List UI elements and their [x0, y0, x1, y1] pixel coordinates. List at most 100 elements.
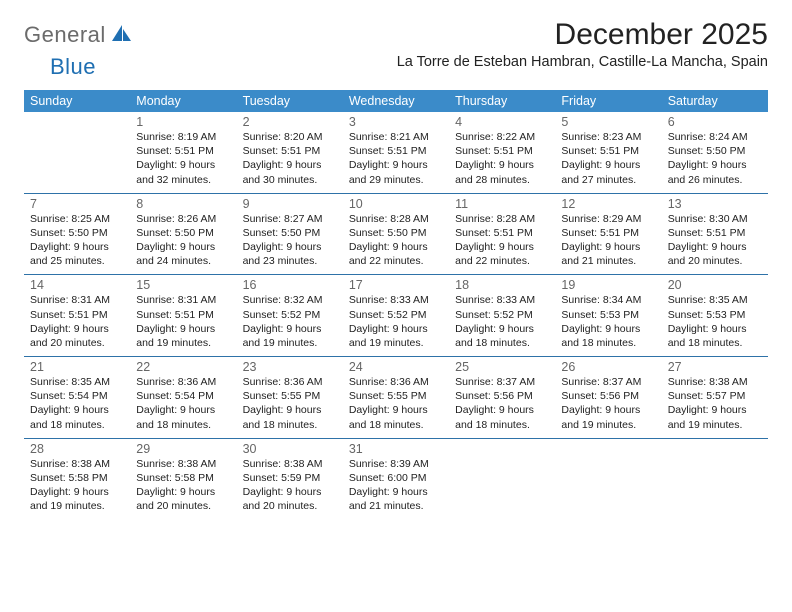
calendar-cell: 7Sunrise: 8:25 AMSunset: 5:50 PMDaylight… — [24, 194, 130, 275]
cell-info: Sunrise: 8:33 AMSunset: 5:52 PMDaylight:… — [349, 293, 443, 350]
date-number: 8 — [136, 197, 230, 211]
logo: General — [24, 22, 134, 48]
date-number: 30 — [243, 442, 337, 456]
calendar-cell: 31Sunrise: 8:39 AMSunset: 6:00 PMDayligh… — [343, 439, 449, 520]
calendar-cell: 27Sunrise: 8:38 AMSunset: 5:57 PMDayligh… — [662, 357, 768, 438]
calendar-cell: 17Sunrise: 8:33 AMSunset: 5:52 PMDayligh… — [343, 275, 449, 356]
week-row: 28Sunrise: 8:38 AMSunset: 5:58 PMDayligh… — [24, 439, 768, 520]
date-number: 28 — [30, 442, 124, 456]
cell-info: Sunrise: 8:30 AMSunset: 5:51 PMDaylight:… — [668, 212, 762, 269]
calendar-cell: 8Sunrise: 8:26 AMSunset: 5:50 PMDaylight… — [130, 194, 236, 275]
cell-info: Sunrise: 8:33 AMSunset: 5:52 PMDaylight:… — [455, 293, 549, 350]
cell-info: Sunrise: 8:38 AMSunset: 5:58 PMDaylight:… — [30, 457, 124, 514]
date-number: 21 — [30, 360, 124, 374]
day-header-cell: Tuesday — [237, 90, 343, 112]
calendar-cell: 13Sunrise: 8:30 AMSunset: 5:51 PMDayligh… — [662, 194, 768, 275]
cell-info: Sunrise: 8:38 AMSunset: 5:58 PMDaylight:… — [136, 457, 230, 514]
date-number: 5 — [561, 115, 655, 129]
calendar-cell: 21Sunrise: 8:35 AMSunset: 5:54 PMDayligh… — [24, 357, 130, 438]
day-header-cell: Sunday — [24, 90, 130, 112]
week-row: 14 Sunrise: 8:31 AMSunset: 5:51 PMDayligh… — [24, 275, 768, 357]
date-number: 4 — [455, 115, 549, 129]
calendar: SundayMondayTuesdayWednesdayThursdayFrid… — [24, 90, 768, 519]
calendar-cell — [449, 439, 555, 520]
cell-info: Sunrise: 8:29 AMSunset: 5:51 PMDaylight:… — [561, 212, 655, 269]
date-number: 1 — [136, 115, 230, 129]
weeks-container: 1Sunrise: 8:19 AMSunset: 5:51 PMDaylight… — [24, 112, 768, 519]
date-number: 18 — [455, 278, 549, 292]
cell-info: Sunrise: 8:36 AMSunset: 5:55 PMDaylight:… — [349, 375, 443, 432]
calendar-cell: 6Sunrise: 8:24 AMSunset: 5:50 PMDaylight… — [662, 112, 768, 193]
cell-info: Sunrise: 8:28 AMSunset: 5:50 PMDaylight:… — [349, 212, 443, 269]
calendar-cell: 22Sunrise: 8:36 AMSunset: 5:54 PMDayligh… — [130, 357, 236, 438]
week-row: 21Sunrise: 8:35 AMSunset: 5:54 PMDayligh… — [24, 357, 768, 439]
cell-info: Sunrise: 8:28 AMSunset: 5:51 PMDaylight:… — [455, 212, 549, 269]
calendar-cell: 29Sunrise: 8:38 AMSunset: 5:58 PMDayligh… — [130, 439, 236, 520]
cell-info: Sunrise: 8:39 AMSunset: 6:00 PMDaylight:… — [349, 457, 443, 514]
calendar-cell: 23Sunrise: 8:36 AMSunset: 5:55 PMDayligh… — [237, 357, 343, 438]
cell-info: Sunrise: 8:38 AMSunset: 5:57 PMDaylight:… — [668, 375, 762, 432]
date-number: 27 — [668, 360, 762, 374]
cell-info: Sunrise: 8:35 AMSunset: 5:54 PMDaylight:… — [30, 375, 124, 432]
cell-info: Sunrise: 8:21 AMSunset: 5:51 PMDaylight:… — [349, 130, 443, 187]
calendar-cell: 18Sunrise: 8:33 AMSunset: 5:52 PMDayligh… — [449, 275, 555, 356]
cell-info: Sunrise: 8:38 AMSunset: 5:59 PMDaylight:… — [243, 457, 337, 514]
calendar-cell: 19Sunrise: 8:34 AMSunset: 5:53 PMDayligh… — [555, 275, 661, 356]
day-header-row: SundayMondayTuesdayWednesdayThursdayFrid… — [24, 90, 768, 112]
date-number: 20 — [668, 278, 762, 292]
date-number: 16 — [243, 278, 337, 292]
date-number: 6 — [668, 115, 762, 129]
calendar-cell: 10Sunrise: 8:28 AMSunset: 5:50 PMDayligh… — [343, 194, 449, 275]
day-header-cell: Thursday — [449, 90, 555, 112]
date-number: 12 — [561, 197, 655, 211]
cell-info: Sunrise: 8:25 AMSunset: 5:50 PMDaylight:… — [30, 212, 124, 269]
date-number: 2 — [243, 115, 337, 129]
date-number: 22 — [136, 360, 230, 374]
date-number: 23 — [243, 360, 337, 374]
cell-info: Sunrise: 8:32 AMSunset: 5:52 PMDaylight:… — [243, 293, 337, 350]
week-row: 1Sunrise: 8:19 AMSunset: 5:51 PMDaylight… — [24, 112, 768, 194]
calendar-cell: 24Sunrise: 8:36 AMSunset: 5:55 PMDayligh… — [343, 357, 449, 438]
date-number: 13 — [668, 197, 762, 211]
cell-info: Sunrise: 8:34 AMSunset: 5:53 PMDaylight:… — [561, 293, 655, 350]
date-number: 7 — [30, 197, 124, 211]
cell-info: Sunrise: 8:37 AMSunset: 5:56 PMDaylight:… — [561, 375, 655, 432]
cell-info: Sunrise: 8:27 AMSunset: 5:50 PMDaylight:… — [243, 212, 337, 269]
month-title: December 2025 — [397, 18, 768, 52]
date-number: 29 — [136, 442, 230, 456]
calendar-cell — [662, 439, 768, 520]
calendar-cell: 26Sunrise: 8:37 AMSunset: 5:56 PMDayligh… — [555, 357, 661, 438]
calendar-cell: 12Sunrise: 8:29 AMSunset: 5:51 PMDayligh… — [555, 194, 661, 275]
date-number: 17 — [349, 278, 443, 292]
calendar-cell: 11Sunrise: 8:28 AMSunset: 5:51 PMDayligh… — [449, 194, 555, 275]
date-number: 14 — [30, 278, 124, 292]
calendar-cell: 14Sunrise: 8:31 AMSunset: 5:51 PMDayligh… — [24, 275, 130, 356]
cell-info: Sunrise: 8:20 AMSunset: 5:51 PMDaylight:… — [243, 130, 337, 187]
cell-info: Sunrise: 8:23 AMSunset: 5:51 PMDaylight:… — [561, 130, 655, 187]
page: General December 2025 La Torre de Esteba… — [0, 0, 792, 519]
calendar-cell: 15Sunrise: 8:31 AMSunset: 5:51 PMDayligh… — [130, 275, 236, 356]
day-header-cell: Saturday — [662, 90, 768, 112]
cell-info: Sunrise: 8:37 AMSunset: 5:56 PMDaylight:… — [455, 375, 549, 432]
day-header-cell: Monday — [130, 90, 236, 112]
date-number: 15 — [136, 278, 230, 292]
cell-info: Sunrise: 8:35 AMSunset: 5:53 PMDaylight:… — [668, 293, 762, 350]
calendar-cell — [555, 439, 661, 520]
calendar-cell: 4Sunrise: 8:22 AMSunset: 5:51 PMDaylight… — [449, 112, 555, 193]
date-number: 9 — [243, 197, 337, 211]
calendar-cell: 16Sunrise: 8:32 AMSunset: 5:52 PMDayligh… — [237, 275, 343, 356]
calendar-cell: 28Sunrise: 8:38 AMSunset: 5:58 PMDayligh… — [24, 439, 130, 520]
logo-word1: General — [24, 22, 106, 48]
calendar-cell: 9Sunrise: 8:27 AMSunset: 5:50 PMDaylight… — [237, 194, 343, 275]
sail-icon — [110, 23, 132, 48]
calendar-cell: 3Sunrise: 8:21 AMSunset: 5:51 PMDaylight… — [343, 112, 449, 193]
date-number: 26 — [561, 360, 655, 374]
calendar-cell: 25Sunrise: 8:37 AMSunset: 5:56 PMDayligh… — [449, 357, 555, 438]
title-block: December 2025 La Torre de Esteban Hambra… — [397, 18, 768, 70]
date-number: 31 — [349, 442, 443, 456]
location: La Torre de Esteban Hambran, Castille-La… — [397, 54, 768, 70]
calendar-cell: 5Sunrise: 8:23 AMSunset: 5:51 PMDaylight… — [555, 112, 661, 193]
date-number: 11 — [455, 197, 549, 211]
cell-info: Sunrise: 8:24 AMSunset: 5:50 PMDaylight:… — [668, 130, 762, 187]
cell-info: Sunrise: 8:31 AMSunset: 5:51 PMDaylight:… — [136, 293, 230, 350]
